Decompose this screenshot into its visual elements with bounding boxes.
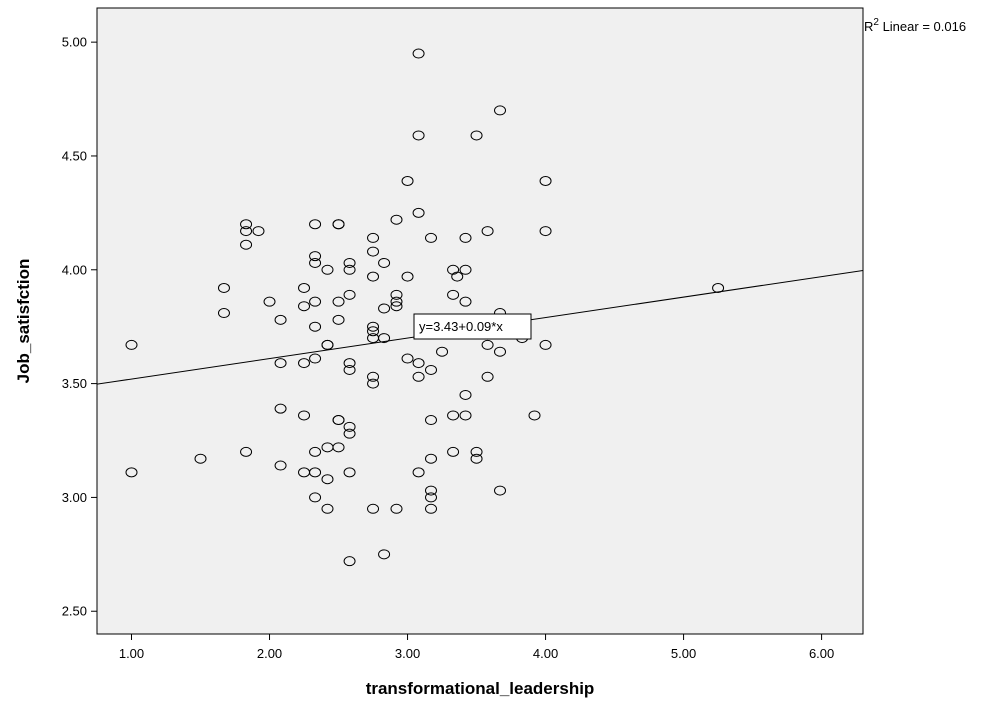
r-squared-label: R2 Linear = 0.016 — [864, 17, 966, 34]
y-axis: 2.50 3.00 3.50 4.00 4.50 5.00 — [62, 35, 97, 619]
x-tick-label: 3.00 — [395, 646, 420, 661]
x-tick-label: 5.00 — [671, 646, 696, 661]
x-tick-label: 4.00 — [533, 646, 558, 661]
y-tick-label: 4.00 — [62, 262, 87, 277]
x-axis: 1.00 2.00 3.00 4.00 5.00 6.00 — [119, 634, 834, 661]
y-tick-label: 5.00 — [62, 35, 87, 50]
r-squared-prefix: R — [864, 19, 873, 34]
x-tick-label: 2.00 — [257, 646, 282, 661]
y-axis-title: Job_satisfction — [14, 259, 33, 384]
x-tick-label: 6.00 — [809, 646, 834, 661]
y-tick-label: 3.00 — [62, 490, 87, 505]
x-axis-title: transformational_leadership — [366, 679, 595, 698]
y-tick-label: 3.50 — [62, 376, 87, 391]
y-tick-label: 4.50 — [62, 148, 87, 163]
y-tick-label: 2.50 — [62, 604, 87, 619]
fit-equation-text: y=3.43+0.09*x — [419, 319, 503, 334]
r-squared-value: Linear = 0.016 — [879, 19, 966, 34]
fit-equation-label: y=3.43+0.09*x — [414, 314, 531, 339]
x-tick-label: 1.00 — [119, 646, 144, 661]
